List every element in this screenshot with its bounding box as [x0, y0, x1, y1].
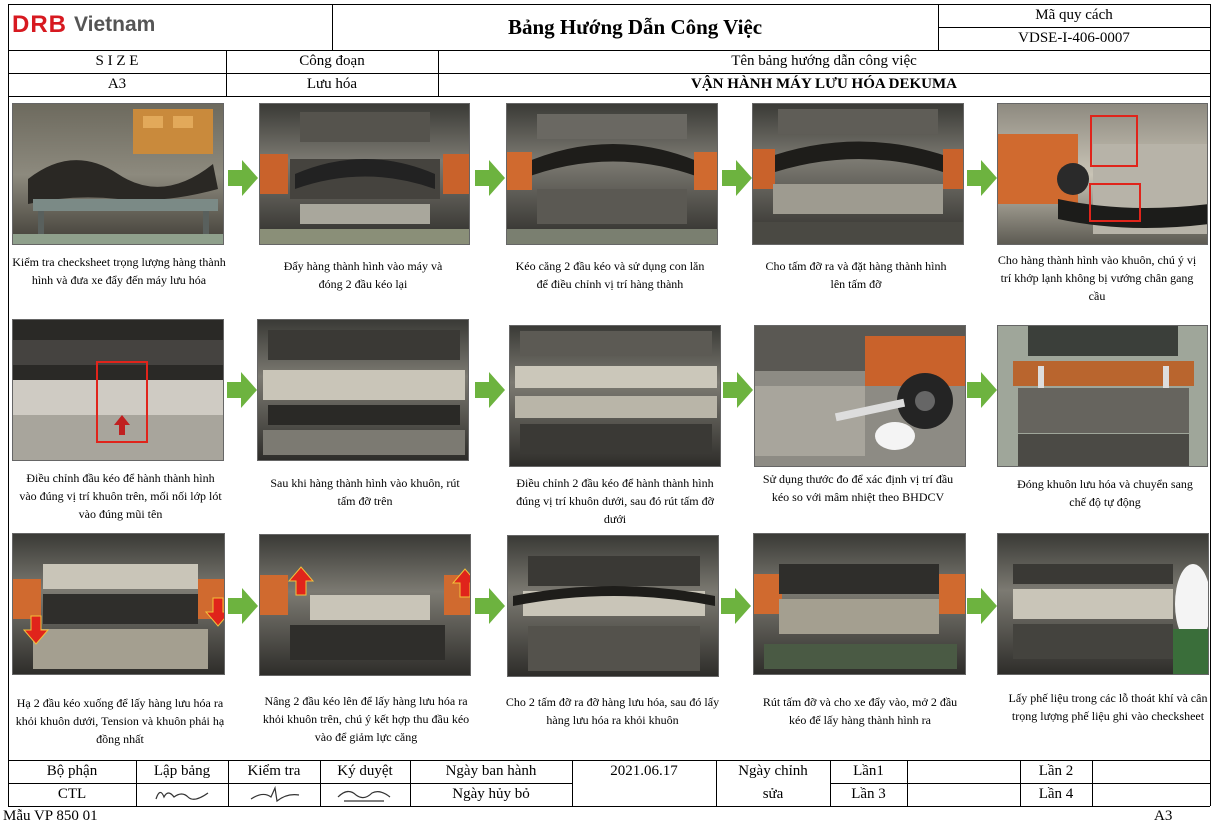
- step-1-caption: Kiểm tra checksheet trọng lượng hàng thà…: [12, 255, 226, 287]
- step-14-caption: Rút tấm đỡ và cho xe đẩy vào, mở 2 đầu k…: [762, 695, 958, 727]
- revision-label-line1: Ngày chỉnh: [738, 763, 808, 779]
- step-12-caption: Nâng 2 đầu kéo lên để lấy hàng lưu hóa r…: [262, 694, 470, 744]
- step-6-caption: Điều chỉnh đầu kéo để hành thành hình và…: [19, 471, 222, 521]
- page-size-label: A3: [1154, 808, 1173, 824]
- step-13-photo: [507, 535, 719, 677]
- spec-label: Mã quy cách: [1035, 7, 1113, 23]
- body-right-border: [1210, 96, 1211, 760]
- approved-signature: [337, 790, 391, 802]
- step-1-photo: [12, 103, 224, 245]
- approved-label: Ký duyệt: [337, 763, 393, 779]
- step-8-photo: [509, 325, 721, 467]
- checked-label: Kiểm tra: [247, 763, 301, 779]
- step-14-photo: [753, 533, 966, 675]
- next-step-arrow-icon: [721, 588, 751, 624]
- prepared-label: Lập bảng: [153, 763, 211, 779]
- spec-code: VDSE-I-406-0007: [1018, 30, 1130, 46]
- guide-name-value: VẬN HÀNH MÁY LƯU HÓA DEKUMA: [691, 76, 957, 92]
- step-13-caption: Cho 2 tấm đỡ ra đỡ hàng lưu hóa, sau đó …: [505, 695, 720, 727]
- next-step-arrow-icon: [967, 372, 997, 408]
- size-label: S I Z E: [95, 53, 139, 69]
- step-4-caption: Cho tấm đỡ ra và đặt hàng thành hình lên…: [765, 259, 947, 291]
- next-step-arrow-icon: [475, 160, 505, 196]
- step-15-photo: [997, 533, 1209, 675]
- step-11-photo: [12, 533, 225, 675]
- step-10-caption: Đóng khuôn lưu hóa và chuyển sang chế độ…: [1017, 477, 1193, 509]
- guide-name-label: Tên bảng hướng dẫn công việc: [731, 53, 917, 69]
- size-value: A3: [107, 76, 127, 92]
- revision-1-label: Lần1: [853, 763, 884, 779]
- body-left-border: [8, 96, 9, 760]
- step-6-photo: [12, 319, 224, 461]
- logo-brand: DRB: [12, 11, 67, 38]
- next-step-arrow-icon: [722, 160, 752, 196]
- process-label: Công đoạn: [299, 53, 365, 69]
- form-code: Mẫu VP 850 01: [3, 808, 98, 824]
- step-2-caption: Đẩy hàng thành hình vào máy và đóng 2 đầ…: [283, 259, 443, 291]
- issue-date-label: Ngày ban hành: [445, 763, 537, 779]
- step-4-photo: [752, 103, 964, 245]
- process-value: Lưu hóa: [306, 76, 358, 92]
- step-3-caption: Kéo căng 2 đầu kéo và sử dụng con lăn để…: [515, 259, 705, 291]
- prepared-signature: [155, 791, 209, 800]
- step-3-photo: [506, 103, 718, 245]
- revision-label-line2: sửa: [762, 786, 784, 802]
- step-7-photo: [257, 319, 469, 461]
- step-9-caption: Sử dụng thước đo để xác định vị trí đầu …: [762, 472, 954, 504]
- next-step-arrow-icon: [228, 160, 258, 196]
- step-10-photo: [997, 325, 1208, 467]
- step-5-caption: Cho hàng thành hình vào khuôn, chú ý vị …: [997, 253, 1197, 303]
- next-step-arrow-icon: [967, 160, 997, 196]
- next-step-arrow-icon: [228, 588, 258, 624]
- next-step-arrow-icon: [227, 372, 257, 408]
- dept-label: Bộ phận: [46, 763, 98, 779]
- company-logo: DRB Vietnam: [12, 10, 192, 40]
- checked-signature: [250, 785, 300, 803]
- document-title: Bảng Hướng Dẫn Công Việc: [507, 14, 763, 39]
- cancel-date-label: Ngày hủy bỏ: [452, 786, 530, 802]
- step-15-caption: Lấy phế liệu trong các lỗ thoát khí và c…: [1008, 691, 1208, 723]
- issue-date-value: 2021.06.17: [610, 763, 678, 779]
- step-9-photo: [754, 325, 966, 467]
- next-step-arrow-icon: [475, 372, 505, 408]
- step-2-photo: [259, 103, 470, 245]
- step-7-caption: Sau khi hàng thành hình vào khuôn, rút t…: [270, 476, 460, 508]
- cancel-date-value: [572, 783, 716, 806]
- next-step-arrow-icon: [723, 372, 753, 408]
- step-5-photo: [997, 103, 1208, 245]
- revision-4-label: Lần 4: [1038, 786, 1074, 802]
- revision-2-label: Lần 2: [1038, 763, 1074, 779]
- dept-value: CTL: [57, 786, 87, 802]
- step-8-caption: Điều chỉnh 2 đầu kéo để hành thành hình …: [516, 476, 714, 526]
- step-12-photo: [259, 534, 471, 676]
- next-step-arrow-icon: [967, 588, 997, 624]
- logo-country: Vietnam: [74, 13, 156, 36]
- revision-3-label: Lần 3: [851, 786, 886, 802]
- next-step-arrow-icon: [475, 588, 505, 624]
- step-11-caption: Hạ 2 đầu kéo xuống để lấy hàng lưu hóa r…: [15, 696, 225, 746]
